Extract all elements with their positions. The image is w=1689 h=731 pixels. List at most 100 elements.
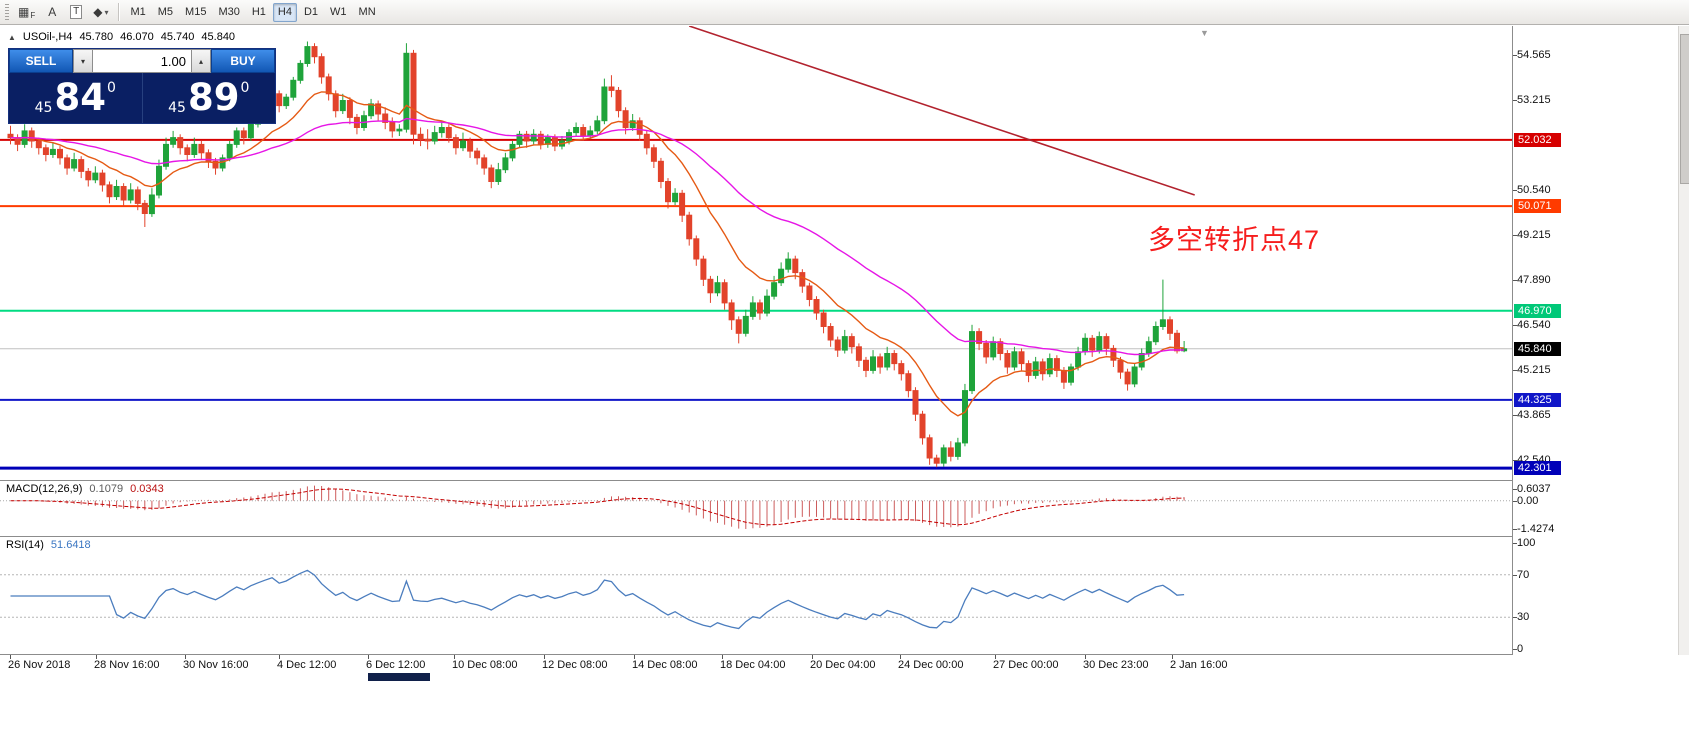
macd-axis-label: 0.6037 <box>1517 483 1551 495</box>
volume-input[interactable] <box>93 49 191 73</box>
time-axis-label: 20 Dec 04:00 <box>810 659 876 671</box>
pane-separator[interactable] <box>0 536 1689 537</box>
axis-tick-mark <box>1513 575 1517 576</box>
timeframe-d1-button[interactable]: D1 <box>299 3 323 22</box>
sell-button[interactable]: SELL <box>9 49 73 73</box>
macd-canvas[interactable] <box>0 481 1512 537</box>
axis-tick-mark <box>1513 55 1517 56</box>
timeframe-m30-button[interactable]: M30 <box>213 3 244 22</box>
volume-dropdown-button[interactable]: ▾ <box>73 49 93 73</box>
axis-tick-mark <box>1513 370 1517 371</box>
one-click-trading-panel: SELL ▾ ▴ BUY 45 84 0 45 89 <box>8 48 276 124</box>
main-chart-pane: ▲ USOil-,H4 45.780 46.070 45.740 45.840 … <box>0 26 1512 481</box>
buy-price-small: 45 <box>168 100 186 116</box>
volume-increase-button[interactable]: ▴ <box>191 49 211 73</box>
time-axis-label: 28 Nov 16:00 <box>94 659 160 671</box>
rsi-axis-label: 30 <box>1517 611 1530 623</box>
one-click-price-row: 45 84 0 45 89 0 <box>9 73 275 123</box>
main-chart-canvas[interactable] <box>0 26 1512 481</box>
time-axis-tick <box>812 655 813 659</box>
time-axis-tick <box>900 655 901 659</box>
macd-histogram-layer <box>17 485 1185 529</box>
scrollbar-thumb[interactable] <box>1680 34 1689 184</box>
time-axis-label: 24 Dec 00:00 <box>898 659 964 671</box>
timeframes-group: M1 M5 M15 M30 H1 H4 D1 W1 MN <box>124 2 381 22</box>
drawing-tools-group: ▦ F A T ◆ ▾ <box>13 2 113 22</box>
price-axis-label: 43.865 <box>1517 409 1551 421</box>
time-axis-label: 30 Nov 16:00 <box>183 659 249 671</box>
timeframe-h1-button[interactable]: H1 <box>247 3 271 22</box>
text-annotation-tool-icon: A <box>48 5 57 19</box>
sell-price-sup: 0 <box>106 80 116 96</box>
time-axis-label: 26 Nov 2018 <box>8 659 71 671</box>
price-axis-label: 47.890 <box>1517 274 1551 286</box>
price-axis-separator <box>1512 26 1513 655</box>
price-badge: 44.325 <box>1514 393 1561 407</box>
grid-f-tool-button[interactable]: ▦ F <box>14 2 39 22</box>
price-axis-label: 46.540 <box>1517 319 1551 331</box>
macd-axis-label: -1.4274 <box>1517 523 1555 535</box>
timeframe-mn-button[interactable]: MN <box>354 3 381 22</box>
chevron-up-icon: ▴ <box>198 56 203 66</box>
time-axis-tick <box>1172 655 1173 659</box>
time-axis-label: 6 Dec 12:00 <box>366 659 426 671</box>
timeframe-w1-button[interactable]: W1 <box>325 3 352 22</box>
price-badge: 46.970 <box>1514 304 1561 318</box>
macd-pane: MACD(12,26,9) 0.1079 0.0343 <box>0 481 1512 537</box>
buy-button[interactable]: BUY <box>211 49 275 73</box>
toolbar-drag-handle[interactable] <box>5 4 9 20</box>
taskbar-fragment <box>368 673 430 681</box>
price-badge: 42.301 <box>1514 461 1561 475</box>
macd-title-row: MACD(12,26,9) 0.1079 0.0343 <box>6 483 164 495</box>
toolbar: ▦ F A T ◆ ▾ M1 M5 M15 M30 H1 H4 D1 W1 MN <box>0 0 1689 25</box>
time-axis: 26 Nov 2018 28 Nov 16:00 30 Nov 16:00 4 Dec… <box>0 655 1689 673</box>
ohlc-low: 45.740 <box>160 31 195 43</box>
axis-tick-mark <box>1513 415 1517 416</box>
axis-tick-mark <box>1513 235 1517 236</box>
time-axis-tick <box>368 655 369 659</box>
axis-tick-mark <box>1513 325 1517 326</box>
symbol-ohlc-header: ▲ USOil-,H4 45.780 46.070 45.740 45.840 <box>8 31 235 43</box>
sell-price-small: 45 <box>34 100 53 116</box>
macd-value-main: 0.1079 <box>89 483 124 495</box>
time-axis-tick <box>544 655 545 659</box>
timeframe-m15-button[interactable]: M15 <box>180 3 211 22</box>
axis-tick-mark <box>1513 617 1517 618</box>
buy-price-display[interactable]: 45 89 0 <box>143 73 276 123</box>
axis-tick-mark <box>1513 649 1517 650</box>
time-axis-label: 4 Dec 12:00 <box>277 659 337 671</box>
ohlc-open: 45.780 <box>79 31 114 43</box>
macd-value-signal: 0.0343 <box>130 483 164 495</box>
price-badge: 50.071 <box>1514 199 1561 213</box>
sell-price-display[interactable]: 45 84 0 <box>9 73 142 123</box>
pane-separator[interactable] <box>0 480 1689 481</box>
macd-axis-label: 0.00 <box>1517 495 1539 507</box>
rsi-value: 51.6418 <box>50 539 91 551</box>
symbol-name: USOil-,H4 <box>22 31 73 43</box>
time-axis-label: 18 Dec 04:00 <box>720 659 786 671</box>
long-trendline <box>688 26 1195 196</box>
rsi-pane: RSI(14) 51.6418 <box>0 537 1512 655</box>
price-axis-label: 53.215 <box>1517 94 1551 106</box>
time-axis-tick <box>995 655 996 659</box>
vertical-scrollbar[interactable] <box>1678 26 1689 655</box>
timeframe-h4-button[interactable]: H4 <box>272 2 297 22</box>
pane-separator <box>0 654 1689 655</box>
rsi-canvas[interactable] <box>0 537 1512 655</box>
price-axis-label: 54.565 <box>1517 49 1551 61</box>
buy-price-big: 89 <box>187 76 240 119</box>
macd-title: MACD(12,26,9) <box>6 483 83 495</box>
shapes-drawing-tool-button[interactable]: ◆ ▾ <box>89 2 112 22</box>
time-axis-label: 10 Dec 08:00 <box>452 659 518 671</box>
chart-shift-marker-icon[interactable]: ▼ <box>1200 28 1209 38</box>
timeframe-m5-button[interactable]: M5 <box>153 3 178 22</box>
price-axis: 54.565 53.215 50.540 49.215 47.890 46.540 45.2… <box>1513 26 1678 655</box>
text-annotation-tool-button[interactable]: A <box>41 2 63 22</box>
time-axis-label: 14 Dec 08:00 <box>632 659 698 671</box>
buy-price-sup: 0 <box>240 80 250 96</box>
text-label-tool-button[interactable]: T <box>65 2 87 22</box>
timeframe-m1-button[interactable]: M1 <box>125 3 150 22</box>
chevron-down-icon: ▾ <box>104 7 109 17</box>
one-click-top-row: SELL ▾ ▴ BUY <box>9 49 275 73</box>
